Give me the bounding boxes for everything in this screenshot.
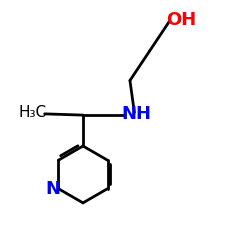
Text: NH: NH [122,105,152,123]
Text: OH: OH [166,11,196,29]
Text: H₃C: H₃C [19,105,47,120]
Text: N: N [46,180,60,198]
